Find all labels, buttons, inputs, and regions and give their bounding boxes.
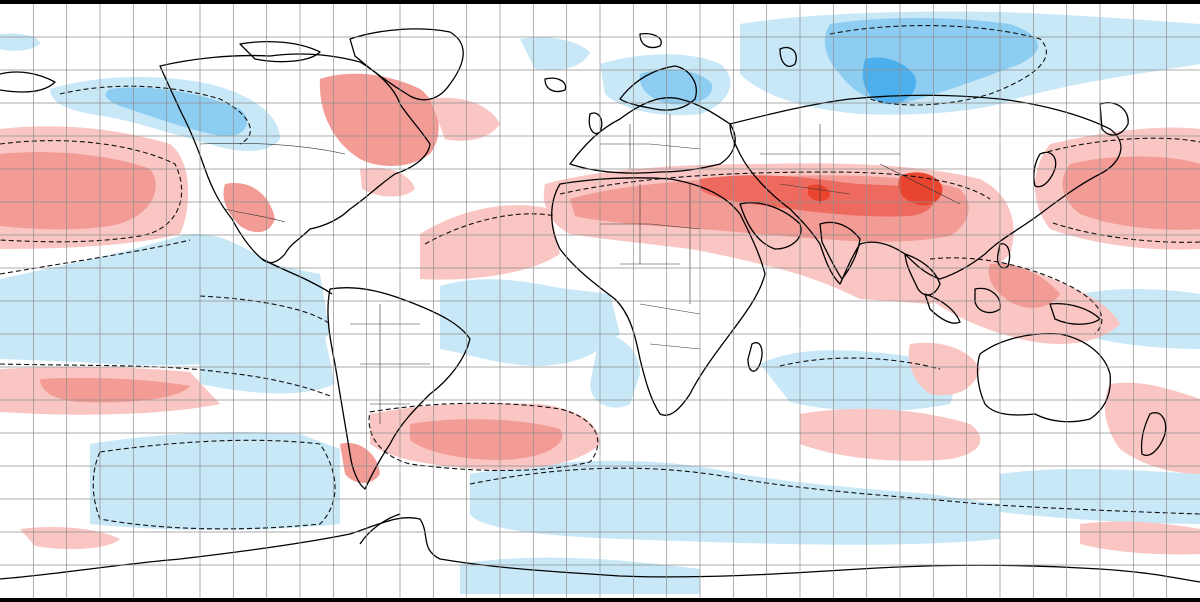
- cool-region-east-pacific: [200, 294, 335, 394]
- graticule-layer: [0, 4, 1200, 598]
- dashed-contour-indian: [779, 357, 941, 370]
- border-layer: [199, 114, 961, 424]
- coast-sumatra: [924, 293, 961, 324]
- warm-anomaly-layer: [0, 73, 1200, 555]
- border-us-canada: [199, 143, 346, 155]
- warm-region-south-indian: [800, 408, 981, 461]
- cool-region-indian: [760, 350, 960, 412]
- dashed-contour-southern-band: [469, 467, 1200, 515]
- cool-region-arctic-west: [0, 33, 40, 51]
- warm-region-hudson: [319, 73, 439, 166]
- coast-antarctic-peninsula: [359, 513, 401, 545]
- border-us-mexico: [224, 208, 286, 223]
- warm-region-subtropical-atlantic: [420, 205, 560, 280]
- coast-iceland: [544, 77, 567, 93]
- dashed-contour-south-atlantic: [368, 402, 599, 472]
- dashed-contour-southern-ocean: [92, 439, 336, 530]
- warm-region-north-pacific-east-medium: [1062, 156, 1200, 230]
- coast-india: [819, 221, 861, 280]
- cool-region-siberia-strong: [862, 57, 916, 105]
- coast-madagascar: [747, 342, 763, 372]
- warm-region-maritime-medium: [988, 263, 1060, 308]
- warm-region-south-pacific-west-medium: [40, 377, 190, 403]
- coast-svalbard: [639, 33, 662, 49]
- cool-region-alaska-canada-medium: [105, 87, 248, 137]
- border-asia: [760, 124, 961, 205]
- dashed-contour-siberia: [829, 24, 1047, 106]
- warm-region-south-atlantic-medium: [410, 419, 563, 460]
- warm-region-antarctic-indian: [1080, 521, 1200, 555]
- coast-kamchatka: [1099, 102, 1129, 136]
- temperature-anomaly-map: [0, 4, 1200, 598]
- coast-central-america: [261, 258, 333, 295]
- dashed-contour-asia: [559, 171, 991, 200]
- warm-region-tasman: [1104, 382, 1200, 474]
- cool-region-scandinavia-medium: [639, 69, 713, 105]
- warm-region-hudson-light: [430, 97, 500, 141]
- warm-region-north-pacific-medium: [0, 152, 156, 230]
- dashed-contour-north-pacific-east: [1039, 137, 1200, 243]
- coast-greenland: [349, 28, 464, 101]
- dashed-contour-tropical-pacific: [0, 239, 331, 325]
- coast-asia: [729, 94, 1122, 285]
- warm-region-tibet-extreme: [898, 172, 943, 206]
- coast-philippines: [996, 243, 1011, 269]
- coastline-layer: [0, 28, 1200, 583]
- cool-region-antarctic-coast: [460, 557, 700, 594]
- coast-alaska-west: [0, 71, 56, 93]
- border-europe: [600, 114, 701, 169]
- warm-region-western-us: [223, 183, 275, 233]
- border-africa-2: [639, 184, 691, 304]
- coast-new-zealand: [1140, 412, 1167, 456]
- coast-africa: [551, 177, 766, 416]
- border-africa-1: [600, 223, 701, 350]
- cool-region-greenland-sea: [520, 37, 590, 71]
- coast-japan: [1033, 151, 1057, 188]
- coast-novaya-zemlya: [779, 46, 797, 67]
- dashed-contour-north-pacific: [0, 140, 183, 243]
- coast-indochina: [904, 253, 941, 296]
- coast-north-america: [159, 53, 431, 264]
- cool-region-southern-ocean-a: [90, 432, 340, 530]
- coast-scandinavia: [619, 65, 697, 111]
- dashed-contour-atlantic: [424, 213, 556, 245]
- coast-south-america: [327, 287, 471, 490]
- cool-region-southern-ocean-b: [470, 460, 1000, 545]
- border-south-america: [350, 304, 430, 424]
- warm-region-mid-atlantic: [360, 167, 415, 197]
- coast-antarctica: [0, 517, 1200, 583]
- cool-region-sw-africa: [590, 334, 640, 408]
- warm-region-australia-west: [908, 342, 980, 396]
- warm-region-antarctic-pacific: [20, 527, 120, 550]
